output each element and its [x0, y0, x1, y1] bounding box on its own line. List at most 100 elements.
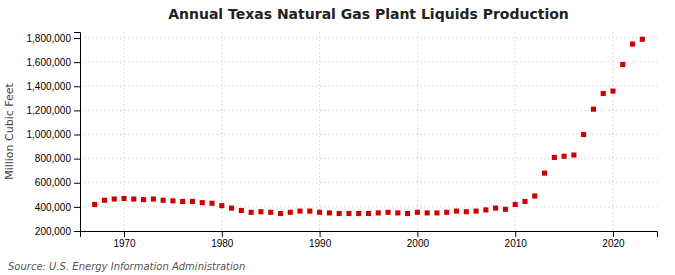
grid-line [612, 32, 613, 231]
point [92, 202, 97, 207]
point [121, 196, 126, 201]
point [307, 209, 312, 214]
point [493, 206, 498, 211]
point [542, 171, 547, 176]
y-tick: 1,000,000 [27, 129, 81, 140]
tick-label: 1,200,000 [27, 105, 72, 116]
tick-mark [74, 110, 80, 111]
point [219, 203, 224, 208]
tick-mark [74, 135, 80, 136]
tick-mark [74, 38, 80, 39]
y-tick: 200,000 [35, 226, 80, 237]
point [503, 207, 508, 212]
tick-mark [222, 231, 223, 237]
point [249, 210, 254, 215]
point [532, 193, 537, 198]
grid-line [80, 110, 657, 111]
tick-mark [74, 207, 80, 208]
grid-line [80, 206, 657, 207]
tick-label: 2000 [407, 238, 430, 249]
grid-line [80, 62, 657, 63]
point [483, 207, 488, 212]
y-tick: 1,800,000 [27, 33, 81, 44]
point [209, 201, 214, 206]
grid-line [221, 32, 222, 231]
tick-mark [74, 159, 80, 160]
axis-line [81, 232, 658, 238]
y-axis-title: Million Cubic Feet [3, 82, 16, 179]
y-tick: 1,400,000 [27, 81, 81, 92]
grid-line [80, 38, 657, 39]
plot: 200,000 400,000 600,000 800,000 1,000,000 1,2… [27, 32, 658, 249]
point [474, 209, 479, 214]
point [591, 107, 596, 112]
x-tick: 2020 [602, 231, 625, 249]
x-tick: 1980 [211, 231, 234, 249]
tick-mark [74, 231, 80, 232]
points [92, 37, 645, 216]
point [405, 211, 410, 216]
grid-line [124, 32, 125, 231]
tick-mark [417, 231, 418, 237]
point [170, 198, 175, 203]
tick-mark [515, 231, 516, 237]
point [239, 208, 244, 213]
point [102, 198, 107, 203]
point [141, 197, 146, 202]
point [161, 198, 166, 203]
chart: 200,000 400,000 600,000 800,000 1,000,000 1,2… [0, 0, 675, 275]
tick-label: 1,000,000 [27, 129, 72, 140]
y-tick: 400,000 [35, 202, 80, 213]
point [376, 210, 381, 215]
tick-label: 1990 [309, 238, 332, 249]
x-tick: 2010 [505, 231, 528, 249]
point [346, 211, 351, 216]
grid-line [80, 86, 657, 87]
grid-line [515, 32, 516, 231]
tick-label: 2010 [505, 238, 528, 249]
point [601, 91, 606, 96]
tick-label: 600,000 [35, 177, 72, 188]
tick-mark [74, 183, 80, 184]
title: Annual Texas Natural Gas Plant Liquids P… [168, 6, 569, 22]
point [425, 210, 430, 215]
tick-mark [74, 86, 80, 87]
point [297, 209, 302, 214]
point [581, 132, 586, 137]
point [434, 210, 439, 215]
y-tick: 600,000 [35, 177, 80, 188]
grid-line [319, 32, 320, 231]
x-tick: 1990 [309, 231, 332, 249]
point [327, 210, 332, 215]
point [112, 196, 117, 201]
tick-label: 800,000 [35, 153, 72, 164]
tick-label: 200,000 [35, 226, 72, 237]
grid [80, 32, 657, 231]
tick-label: 1,600,000 [27, 57, 72, 68]
point [415, 210, 420, 215]
point [366, 211, 371, 216]
tick-mark [124, 231, 125, 237]
grid-line [80, 134, 657, 135]
grid-line [80, 158, 657, 159]
point [258, 209, 263, 214]
point [229, 206, 234, 211]
point [268, 210, 273, 215]
point [288, 210, 293, 215]
point [640, 37, 645, 42]
point [620, 62, 625, 67]
point [464, 209, 469, 214]
point [522, 199, 527, 204]
annotation: Source: U.S. Energy Information Administ… [8, 261, 245, 272]
point [454, 209, 459, 214]
point [151, 196, 156, 201]
y-axis: 200,000 400,000 600,000 800,000 1,000,000 1,2… [27, 33, 81, 237]
tick-label: 1970 [113, 238, 136, 249]
tick-label: 2020 [602, 238, 625, 249]
point [131, 196, 136, 201]
tick-label: 1980 [211, 238, 234, 249]
point [610, 89, 615, 94]
y-tick: 800,000 [35, 153, 80, 164]
tick-mark [613, 231, 614, 237]
point [513, 202, 518, 207]
